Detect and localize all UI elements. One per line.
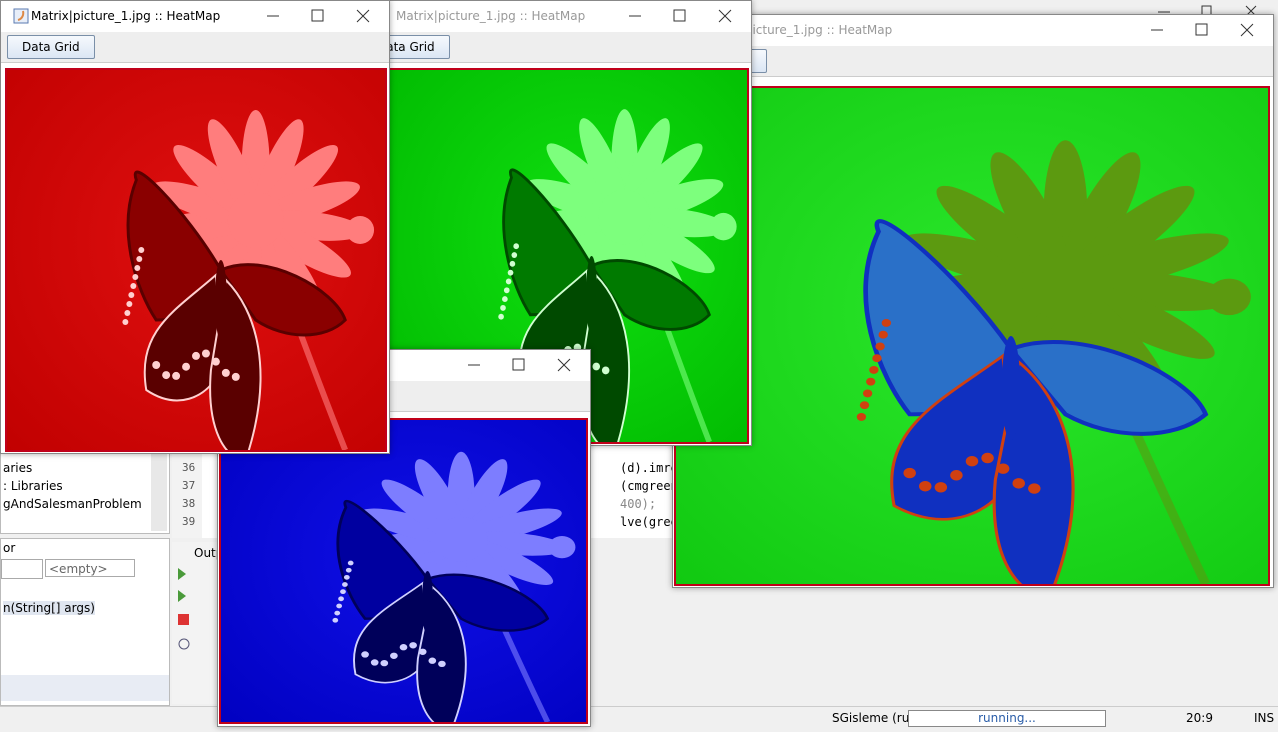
progress-bar: running... — [908, 710, 1106, 727]
heatmap-image — [674, 86, 1270, 586]
window-controls[interactable] — [1133, 15, 1273, 46]
combo[interactable] — [1, 559, 43, 579]
navigator-tab[interactable]: or — [3, 541, 16, 555]
window-title: Matrix|picture_1.jpg :: HeatMap — [396, 9, 586, 23]
tree-item[interactable]: : Libraries — [3, 479, 63, 493]
project-tree: aries : Libraries gAndSalesmanProblem — [0, 440, 170, 534]
navigator-panel: or <empty> n(String[] args) — [0, 538, 170, 706]
heatmap-picture — [7, 70, 385, 450]
line-number: 38 — [182, 497, 196, 510]
heatmap-window: Matrix|picture_1.jpg :: HeatMap Data Gri… — [0, 0, 390, 454]
data-grid-button[interactable]: Data Grid — [7, 35, 95, 59]
heatmap-picture — [676, 88, 1268, 584]
cursor-position: 20:9 — [1186, 711, 1213, 725]
status-project: SGisleme (run) — [832, 711, 922, 725]
gutter: 36 37 38 39 — [172, 445, 202, 538]
output-tab[interactable]: Outp — [194, 546, 224, 560]
window-controls[interactable] — [249, 1, 389, 32]
tree-item[interactable]: gAndSalesmanProblem — [3, 497, 142, 511]
window-controls[interactable] — [611, 1, 751, 32]
combo[interactable]: <empty> — [45, 559, 135, 577]
heatmap-image — [219, 418, 588, 724]
scrollbar[interactable] — [151, 441, 167, 531]
heatmap-window: Matrix|picture_1.jpg :: HeatMap Data Gri… — [672, 14, 1274, 588]
window-controls[interactable] — [450, 350, 590, 381]
status-bar: SGisleme (run) running... 20:9 INS — [0, 706, 1278, 732]
line-number: 37 — [182, 479, 196, 492]
code-line: 400); — [620, 497, 657, 511]
tree-item[interactable]: aries — [3, 461, 33, 475]
line-number: 36 — [182, 461, 196, 474]
output-panel: Outp — [172, 542, 223, 704]
heatmap-image — [5, 68, 387, 452]
member-item[interactable]: n(String[] args) — [3, 601, 95, 615]
insert-mode: INS — [1254, 711, 1275, 725]
navigator-toolbar — [1, 675, 169, 701]
window-title: Matrix|picture_1.jpg :: HeatMap — [31, 9, 221, 23]
line-number: 39 — [182, 515, 196, 528]
heatmap-picture — [221, 420, 586, 722]
